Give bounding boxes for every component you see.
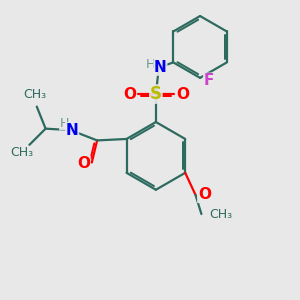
Text: O: O xyxy=(198,188,211,202)
Text: CH₃: CH₃ xyxy=(209,208,232,220)
Text: H: H xyxy=(146,58,155,71)
Text: O: O xyxy=(123,87,136,102)
Text: CH₃: CH₃ xyxy=(24,88,47,101)
Text: O: O xyxy=(176,87,189,102)
Text: N: N xyxy=(154,60,167,75)
Text: H: H xyxy=(59,117,69,130)
Text: N: N xyxy=(66,123,79,138)
Text: S: S xyxy=(150,85,162,103)
Text: CH₃: CH₃ xyxy=(11,146,34,159)
Text: O: O xyxy=(77,157,90,172)
Text: F: F xyxy=(204,73,214,88)
